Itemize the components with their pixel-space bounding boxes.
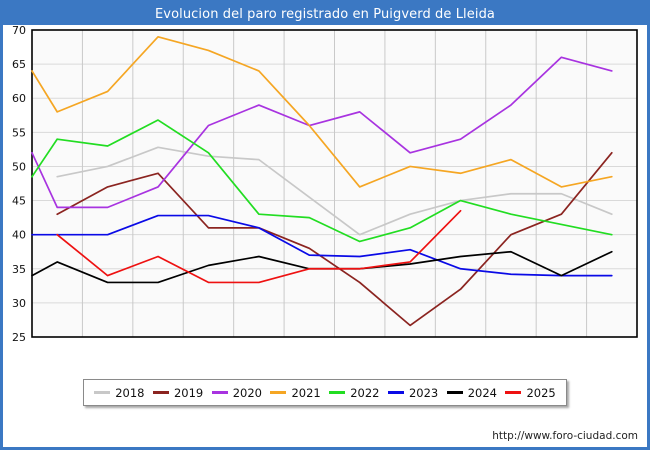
- legend-swatch-icon: [94, 391, 111, 394]
- legend-swatch-icon: [446, 391, 463, 394]
- y-axis-tick-label: 55: [12, 126, 26, 139]
- x-axis-tick-label: OCT: [499, 344, 522, 346]
- x-axis-tick-label: MAY: [247, 344, 270, 346]
- line-chart-svg: 25 30 35 40 45 50 55 60 65 70 ENE FEB MAR ABR MAY JUN JU…: [12, 26, 638, 346]
- legend-item-2020[interactable]: 2020: [211, 385, 263, 400]
- y-axis-tick-label: 60: [12, 92, 26, 105]
- x-axis-tick-label: SEP: [450, 344, 471, 346]
- y-axis-tick-label: 70: [12, 26, 26, 37]
- y-axis-tick-label: 30: [12, 297, 26, 310]
- legend-item-label: 2022: [350, 385, 380, 400]
- x-axis-tick-label: ABR: [197, 344, 220, 346]
- series-line-2019: [56, 151, 613, 327]
- x-axis-tick-label: AGO: [398, 344, 423, 346]
- chart-plot-area: 25 30 35 40 45 50 55 60 65 70 ENE FEB MAR ABR MAY JUN JU…: [0, 26, 650, 346]
- series-line-2025: [56, 209, 462, 284]
- window-title-bar: Evolucion del paro registrado en Puigver…: [3, 3, 647, 25]
- legend-item-label: 2019: [173, 385, 204, 400]
- x-axis-tick-label: JUL: [350, 344, 369, 346]
- plot-frame: [31, 29, 638, 338]
- x-axis-tick-label: DIC: [602, 344, 622, 346]
- x-axis-tick-label: ENE: [46, 344, 68, 346]
- x-axis-tick-label: MAR: [146, 344, 171, 346]
- legend-item-2018[interactable]: 2018: [94, 385, 145, 400]
- y-axis-tick-label: 45: [12, 195, 26, 208]
- legend-swatch-icon: [505, 391, 522, 394]
- y-axis-tick-label: 40: [12, 229, 26, 242]
- y-axis-tick-label: 25: [12, 331, 26, 344]
- x-axis-tick-label: NOV: [549, 344, 574, 346]
- legend-item-2025[interactable]: 2025: [505, 385, 556, 400]
- legend-swatch-icon: [329, 391, 346, 394]
- legend-item-2023[interactable]: 2023: [387, 385, 439, 400]
- legend-item-label: 2018: [115, 385, 145, 400]
- legend-item-label: 2025: [526, 385, 556, 400]
- legend-swatch-icon: [152, 391, 169, 394]
- legend-swatch-icon: [211, 391, 228, 394]
- legend-item-label: 2021: [291, 385, 321, 400]
- x-axis-tick-label: JUN: [299, 344, 320, 346]
- legend-item-2024[interactable]: 2024: [446, 385, 498, 400]
- series-line-2021: [31, 35, 613, 188]
- y-axis-tick-label: 50: [12, 160, 26, 173]
- y-axis-tick-label: 65: [12, 58, 26, 71]
- y-axis-tick-label: 35: [12, 263, 26, 276]
- legend-item-2021[interactable]: 2021: [270, 385, 321, 400]
- legend-item-label: 2024: [467, 385, 498, 400]
- series-line-2022: [31, 119, 613, 243]
- chart-legend: 2018 2019 2020 2021 2022 2023 2024 2025: [83, 379, 567, 406]
- series-line-2023: [31, 214, 613, 277]
- legend-item-label: 2020: [232, 385, 263, 400]
- x-axis-tick-label: FEB: [97, 344, 118, 346]
- legend-item-label: 2023: [408, 385, 439, 400]
- series-line-2018: [56, 146, 613, 236]
- legend-item-2022[interactable]: 2022: [329, 385, 380, 400]
- legend-swatch-icon: [387, 391, 404, 394]
- page-title: Evolucion del paro registrado en Puigver…: [154, 6, 496, 22]
- legend-swatch-icon: [270, 391, 287, 394]
- source-url: http://www.foro-ciudad.com: [492, 430, 638, 442]
- legend-item-2019[interactable]: 2019: [152, 385, 204, 400]
